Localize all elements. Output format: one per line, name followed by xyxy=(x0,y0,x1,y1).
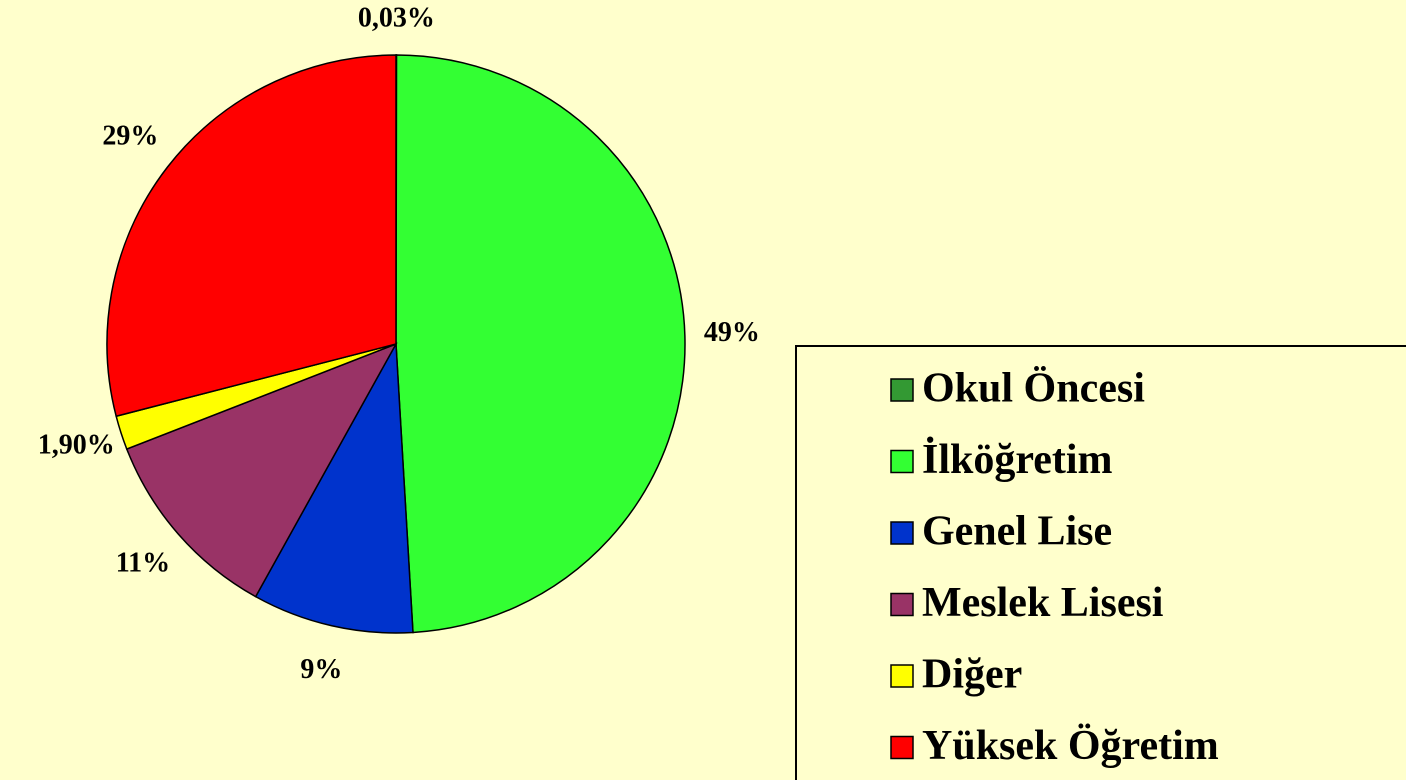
value-label: 49% xyxy=(704,317,760,348)
pie-slice xyxy=(254,341,414,634)
legend-box xyxy=(795,345,1406,780)
legend-label: İlköğretim xyxy=(922,436,1113,483)
value-label: 11% xyxy=(116,547,170,578)
legend-swatch xyxy=(890,378,914,402)
legend-swatch xyxy=(890,592,914,617)
legend-label: Yüksek Öğretim xyxy=(922,723,1219,769)
pie-slice xyxy=(395,54,686,634)
legend-swatch xyxy=(890,735,914,760)
legend-label: Okul Öncesi xyxy=(922,366,1145,412)
legend-swatch xyxy=(890,521,914,545)
pie-slice xyxy=(106,54,397,418)
legend-swatch xyxy=(890,664,914,688)
legend-swatch xyxy=(890,449,914,474)
legend-label: Genel Lise xyxy=(922,509,1112,555)
pie-slice xyxy=(125,342,398,598)
legend-label: Diğer xyxy=(922,652,1022,698)
value-label: 9% xyxy=(300,654,342,685)
legend-label: Meslek Lisesi xyxy=(922,580,1164,626)
value-label: 1,90% xyxy=(38,430,115,461)
value-label: 0,03% xyxy=(358,2,435,33)
value-label: 29% xyxy=(102,121,158,152)
